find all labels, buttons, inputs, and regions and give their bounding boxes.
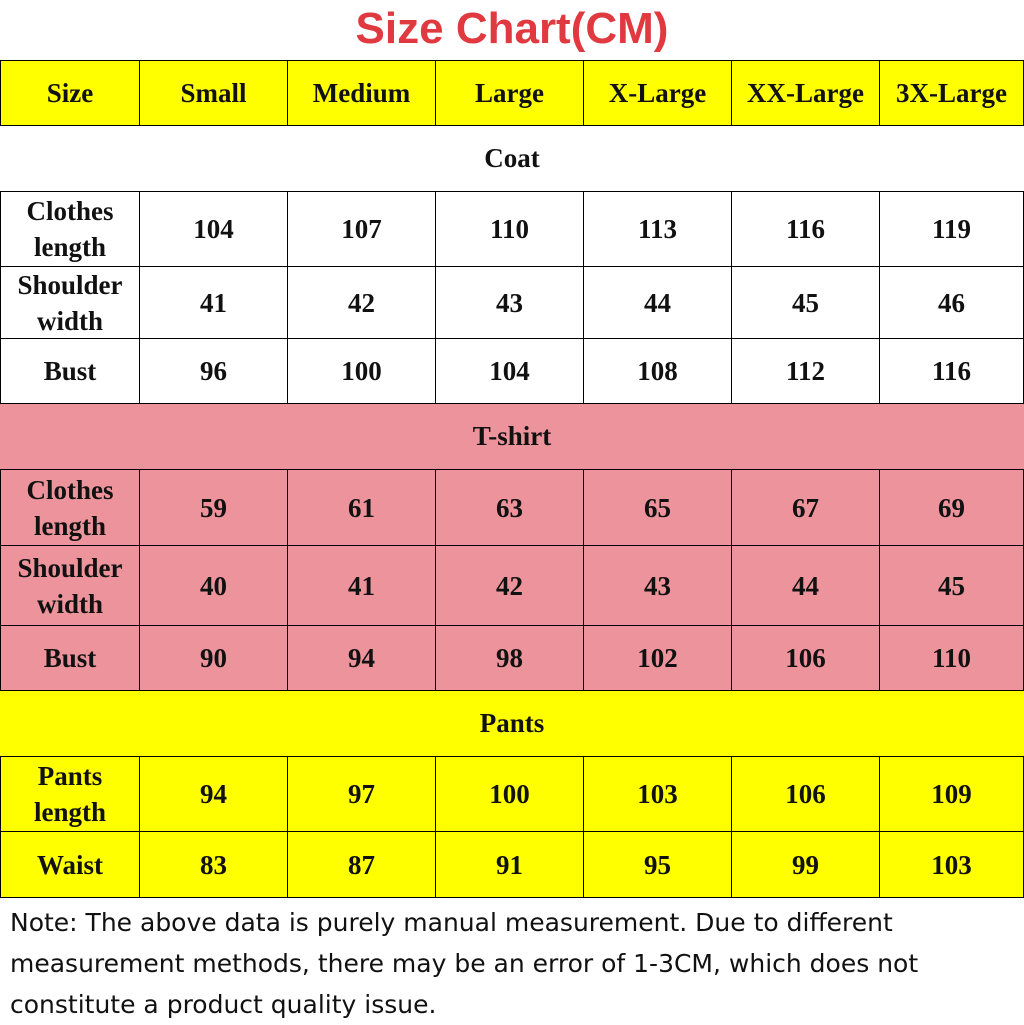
value-cell: 109 <box>880 757 1024 832</box>
row-label: Shoulder width <box>0 267 140 339</box>
value-cell: 97 <box>288 757 436 832</box>
row-label: Pants length <box>0 757 140 832</box>
value-cell: 90 <box>140 626 288 691</box>
value-cell: 45 <box>732 267 880 339</box>
column-header: Medium <box>288 60 436 126</box>
column-header: X-Large <box>584 60 732 126</box>
value-cell: 43 <box>436 267 584 339</box>
value-cell: 83 <box>140 832 288 898</box>
column-header: Size <box>0 60 140 126</box>
value-cell: 69 <box>880 470 1024 546</box>
value-cell: 99 <box>732 832 880 898</box>
value-cell: 107 <box>288 192 436 267</box>
column-header: XX-Large <box>732 60 880 126</box>
value-cell: 41 <box>288 546 436 626</box>
value-cell: 113 <box>584 192 732 267</box>
value-cell: 110 <box>436 192 584 267</box>
value-cell: 103 <box>880 832 1024 898</box>
row-label: Bust <box>0 626 140 691</box>
value-cell: 44 <box>732 546 880 626</box>
column-header: 3X-Large <box>880 60 1024 126</box>
value-cell: 104 <box>140 192 288 267</box>
value-cell: 67 <box>732 470 880 546</box>
value-cell: 119 <box>880 192 1024 267</box>
value-cell: 59 <box>140 470 288 546</box>
value-cell: 61 <box>288 470 436 546</box>
value-cell: 108 <box>584 339 732 404</box>
value-cell: 44 <box>584 267 732 339</box>
value-cell: 40 <box>140 546 288 626</box>
value-cell: 96 <box>140 339 288 404</box>
value-cell: 104 <box>436 339 584 404</box>
value-cell: 42 <box>436 546 584 626</box>
title: Size Chart(CM) <box>355 4 669 53</box>
value-cell: 43 <box>584 546 732 626</box>
value-cell: 65 <box>584 470 732 546</box>
value-cell: 45 <box>880 546 1024 626</box>
row-label: Clothes length <box>0 192 140 267</box>
value-cell: 116 <box>732 192 880 267</box>
value-cell: 94 <box>140 757 288 832</box>
value-cell: 98 <box>436 626 584 691</box>
value-cell: 116 <box>880 339 1024 404</box>
value-cell: 41 <box>140 267 288 339</box>
value-cell: 103 <box>584 757 732 832</box>
column-header: Small <box>140 60 288 126</box>
row-label: Bust <box>0 339 140 404</box>
value-cell: 106 <box>732 757 880 832</box>
value-cell: 112 <box>732 339 880 404</box>
value-cell: 110 <box>880 626 1024 691</box>
value-cell: 87 <box>288 832 436 898</box>
value-cell: 42 <box>288 267 436 339</box>
value-cell: 102 <box>584 626 732 691</box>
section-title: Pants <box>0 691 1024 757</box>
row-label: Shoulder width <box>0 546 140 626</box>
value-cell: 95 <box>584 832 732 898</box>
row-label: Clothes length <box>0 470 140 546</box>
value-cell: 100 <box>288 339 436 404</box>
section-title: T-shirt <box>0 404 1024 470</box>
value-cell: 46 <box>880 267 1024 339</box>
value-cell: 100 <box>436 757 584 832</box>
value-cell: 63 <box>436 470 584 546</box>
row-label: Waist <box>0 832 140 898</box>
value-cell: 94 <box>288 626 436 691</box>
value-cell: 106 <box>732 626 880 691</box>
column-header: Large <box>436 60 584 126</box>
section-title: Coat <box>0 126 1024 192</box>
note: Note: The above data is purely manual me… <box>10 908 919 1019</box>
value-cell: 91 <box>436 832 584 898</box>
